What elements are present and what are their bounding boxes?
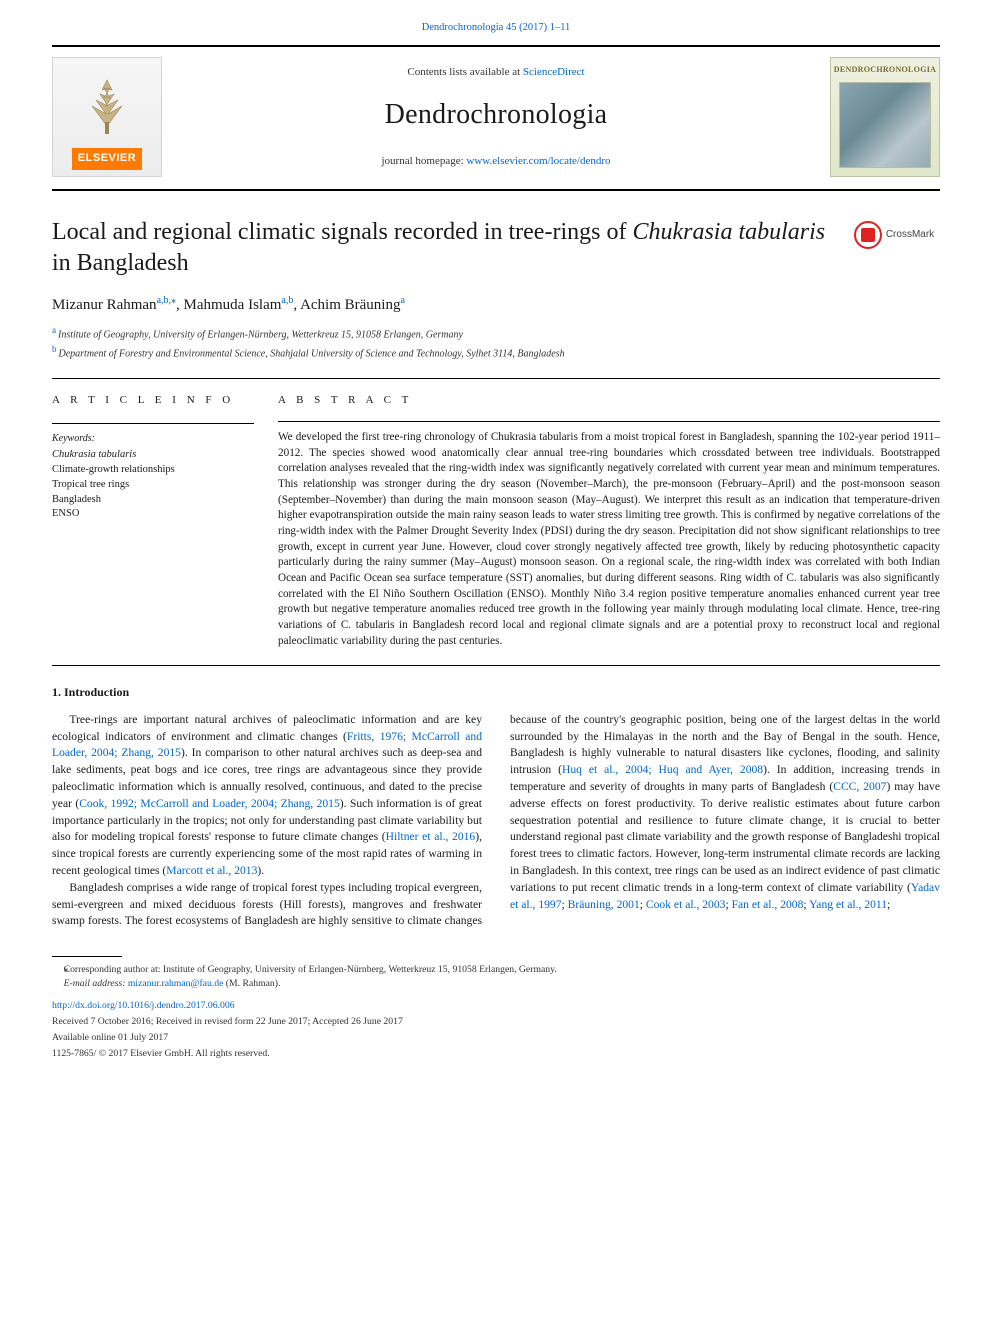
rule-kw <box>52 423 254 424</box>
journal-cover-thumb: DENDROCHRONOLOGIA <box>830 57 940 177</box>
doi-link[interactable]: http://dx.doi.org/10.1016/j.dendro.2017.… <box>52 999 940 1013</box>
cite-brauning-2001[interactable]: Bräuning, 2001 <box>568 898 640 911</box>
para-1: Tree-rings are important natural archive… <box>52 712 482 880</box>
journal-masthead: ELSEVIER Contents lists available at Sci… <box>52 45 940 191</box>
p2h: ; <box>887 898 890 911</box>
affiliation-b-text: Department of Forestry and Environmental… <box>59 349 565 360</box>
article-title: Local and regional climatic signals reco… <box>52 217 828 279</box>
homepage-link[interactable]: www.elsevier.com/locate/dendro <box>466 155 610 167</box>
cite-yang-2011[interactable]: Yang et al., 2011 <box>809 898 887 911</box>
section-heading-intro: 1. Introduction <box>52 684 940 701</box>
journal-cover-title: DENDROCHRONOLOGIA <box>834 64 936 76</box>
rule-abs <box>278 421 940 422</box>
author-3-name: Achim Bräuning <box>300 297 400 313</box>
author-1-corr[interactable]: ⁎ <box>171 295 176 306</box>
p2c: ) may have adverse effects on forest pro… <box>510 780 940 894</box>
author-3-aff[interactable]: a <box>400 295 404 306</box>
author-1-name: Mizanur Rahman <box>52 297 157 313</box>
available-line: Available online 01 July 2017 <box>52 1031 940 1045</box>
cite-fan-2008[interactable]: Fan et al., 2008 <box>732 898 804 911</box>
cite-cook-2003[interactable]: Cook et al., 2003 <box>646 898 726 911</box>
cite-ccc-2007[interactable]: CCC, 2007 <box>833 780 886 793</box>
author-2-name: Mahmuda Islam <box>184 297 282 313</box>
title-pre: Local and regional climatic signals reco… <box>52 219 632 245</box>
keyword-5: ENSO <box>52 507 254 522</box>
copyright-line: 1125-7865/ © 2017 Elsevier GmbH. All rig… <box>52 1047 940 1061</box>
email-link[interactable]: mizanur.rahman@fau.de <box>128 978 224 989</box>
keyword-3: Tropical tree rings <box>52 478 254 493</box>
author-1-aff[interactable]: a,b, <box>157 295 171 306</box>
contents-line: Contents lists available at ScienceDirec… <box>176 65 816 81</box>
masthead-center: Contents lists available at ScienceDirec… <box>162 65 830 169</box>
keyword-1: Chukrasia tabularis <box>52 448 254 463</box>
affiliations-block: aInstitute of Geography, University of E… <box>52 324 940 362</box>
article-header: Local and regional climatic signals reco… <box>52 217 940 279</box>
journal-name: Dendrochronologia <box>176 95 816 136</box>
elsevier-tree-icon <box>82 78 132 138</box>
footer-rule <box>52 956 122 957</box>
abstract-heading: A B S T R A C T <box>278 393 940 409</box>
cite-marcott-2013[interactable]: Marcott et al., 2013 <box>166 864 257 877</box>
received-line: Received 7 October 2016; Received in rev… <box>52 1015 940 1029</box>
keywords-list: Chukrasia tabularis Climate-growth relat… <box>52 448 254 521</box>
author-2-aff[interactable]: a,b <box>281 295 293 306</box>
crossmark-icon <box>854 221 882 249</box>
elsevier-wordmark: ELSEVIER <box>72 148 142 170</box>
crossmark-badge[interactable]: CrossMark <box>848 221 940 249</box>
email-paren: (M. Rahman). <box>226 978 281 989</box>
article-info-row: A R T I C L E I N F O Keywords: Chukrasi… <box>52 393 940 649</box>
p1e: ). <box>257 864 264 877</box>
body-columns: Tree-rings are important natural archive… <box>52 712 940 930</box>
title-species: Chukrasia tabularis <box>632 219 825 245</box>
homepage-line: journal homepage: www.elsevier.com/locat… <box>176 154 816 170</box>
abstract-block: A B S T R A C T We developed the first t… <box>278 393 940 649</box>
corresponding-author: Corresponding author at: Institute of Ge… <box>52 963 940 977</box>
article-title-wrap: Local and regional climatic signals reco… <box>52 217 828 279</box>
elsevier-logo-panel: ELSEVIER <box>52 57 162 177</box>
running-head: Dendrochronologia 45 (2017) 1–11 <box>52 20 940 35</box>
email-line: E-mail address: mizanur.rahman@fau.de (M… <box>52 977 940 991</box>
abstract-text: We developed the first tree-ring chronol… <box>278 430 940 649</box>
cite-hiltner-2016[interactable]: Hiltner et al., 2016 <box>386 830 476 843</box>
keywords-label: Keywords: <box>52 432 254 447</box>
contents-prefix: Contents lists available at <box>407 66 522 78</box>
email-label: E-mail address: <box>64 978 126 989</box>
affiliation-b: bDepartment of Forestry and Environmenta… <box>52 343 940 362</box>
journal-cover-image <box>839 82 931 168</box>
keyword-2: Climate-growth relationships <box>52 463 254 478</box>
title-post: in Bangladesh <box>52 250 189 276</box>
keyword-4: Bangladesh <box>52 493 254 508</box>
cite-cook-1992[interactable]: Cook, 1992; McCarroll and Loader, 2004; … <box>79 797 340 810</box>
crossmark-label: CrossMark <box>886 228 934 243</box>
article-info-heading: A R T I C L E I N F O <box>52 393 254 409</box>
article-info-left: A R T I C L E I N F O Keywords: Chukrasi… <box>52 393 278 649</box>
cite-huq-2004[interactable]: Huq et al., 2004; Huq and Ayer, 2008 <box>562 763 763 776</box>
rule-above-body <box>52 665 940 666</box>
running-head-link[interactable]: Dendrochronologia 45 (2017) 1–11 <box>422 22 571 33</box>
authors-line: Mizanur Rahmana,b,⁎, Mahmuda Islama,b, A… <box>52 294 940 317</box>
affiliation-a-text: Institute of Geography, University of Er… <box>58 330 463 341</box>
affiliation-a: aInstitute of Geography, University of E… <box>52 324 940 343</box>
rule-above-info <box>52 378 940 379</box>
homepage-prefix: journal homepage: <box>382 155 467 167</box>
sciencedirect-link[interactable]: ScienceDirect <box>523 66 585 78</box>
footer-block: Corresponding author at: Institute of Ge… <box>52 956 940 1061</box>
